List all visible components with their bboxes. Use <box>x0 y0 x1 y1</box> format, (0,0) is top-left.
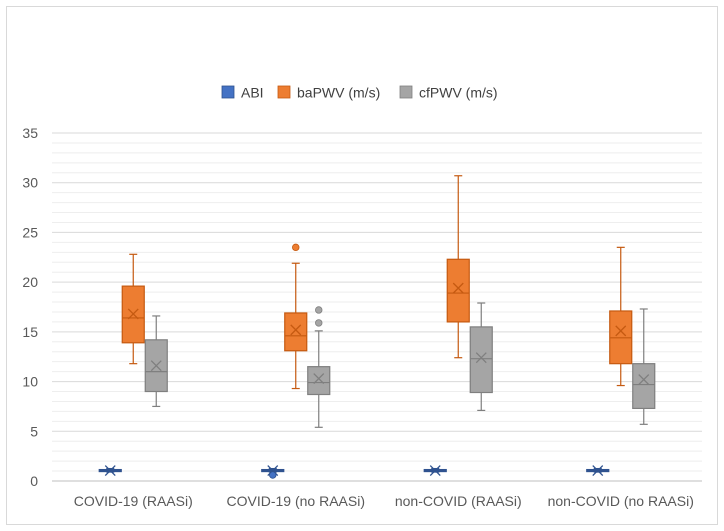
legend-swatch <box>221 85 235 99</box>
mean-marker <box>592 465 604 477</box>
mean-marker <box>104 465 116 477</box>
box-cfpwv <box>307 306 331 428</box>
legend-label: ABI <box>241 85 264 101</box>
y-tick-label: 30 <box>22 175 38 191</box>
mean-marker <box>452 282 464 294</box>
legend-label: cfPWV (m/s) <box>419 85 498 101</box>
x-tick-label: non-COVID (no RAASi) <box>548 493 694 509</box>
legend-label: baPWV (m/s) <box>297 85 380 101</box>
outlier-point <box>292 243 300 252</box>
box-iqr <box>307 366 331 396</box>
y-axis-ticks: 0 5 10 15 20 25 30 35 <box>22 125 38 489</box>
box-abi <box>98 465 122 477</box>
box-cfpwv <box>469 302 493 412</box>
y-tick-label: 5 <box>30 423 38 439</box>
y-tick-label: 20 <box>22 274 38 290</box>
y-tick-label: 15 <box>22 324 38 340</box>
legend-swatch <box>277 85 291 99</box>
y-tick-label: 0 <box>30 473 38 489</box>
box-bapwv <box>284 243 308 390</box>
box-abi <box>423 465 447 477</box>
mean-marker <box>290 324 302 336</box>
gridlines <box>52 132 702 482</box>
box-bapwv <box>609 246 633 387</box>
outlier-point <box>269 471 277 479</box>
outlier-point <box>315 306 323 314</box>
mean-marker <box>313 373 325 385</box>
box-iqr <box>632 363 656 410</box>
y-tick-label: 10 <box>22 374 38 390</box>
box-cfpwv <box>632 308 656 425</box>
x-axis-ticks: COVID-19 (RAASi) COVID-19 (no RAASi) non-C… <box>74 493 694 509</box>
box-bapwv <box>121 253 145 365</box>
y-tick-label: 25 <box>22 224 38 240</box>
box-cfpwv <box>144 315 168 408</box>
chart-frame <box>6 6 718 525</box>
mean-marker <box>429 465 441 477</box>
box-iqr <box>446 258 470 323</box>
legend: ABI baPWV (m/s) cfPWV (m/s) <box>221 85 498 101</box>
mean-marker <box>127 308 139 320</box>
box-iqr <box>469 326 493 394</box>
x-tick-label: non-COVID (RAASi) <box>395 493 522 509</box>
legend-swatch <box>399 85 413 99</box>
y-tick-label: 35 <box>22 125 38 141</box>
outlier-point <box>315 319 323 327</box>
x-tick-label: COVID-19 (no RAASi) <box>227 493 365 509</box>
mean-marker <box>638 374 650 386</box>
box-abi <box>586 465 610 477</box>
x-tick-label: COVID-19 (RAASi) <box>74 493 193 509</box>
box-bapwv <box>446 175 470 359</box>
box-iqr <box>284 312 308 352</box>
mean-marker <box>475 352 487 364</box>
box-abi <box>261 465 285 479</box>
mean-marker <box>615 325 627 337</box>
mean-marker <box>150 360 162 372</box>
